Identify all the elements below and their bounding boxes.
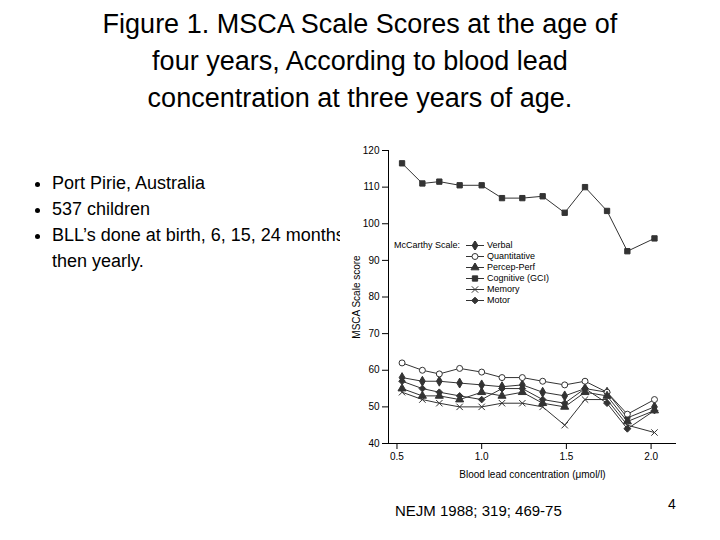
svg-text:40: 40 — [368, 438, 380, 449]
svg-text:70: 70 — [368, 328, 380, 339]
svg-text:0.5: 0.5 — [390, 451, 404, 462]
svg-text:60: 60 — [368, 364, 380, 375]
svg-text:1.0: 1.0 — [475, 451, 489, 462]
svg-text:120: 120 — [363, 145, 380, 156]
svg-text:90: 90 — [368, 255, 380, 266]
html-text:NEJM 1988; 319; 469-75: NEJM 1988; 319; 469-75 — [395, 502, 562, 519]
svg-text:100: 100 — [363, 218, 380, 229]
html-text:Port Pirie, Australia: Port Pirie, Australia — [52, 173, 206, 193]
html-text:Memory: Memory — [487, 284, 520, 294]
html-text:537 children: 537 children — [52, 199, 151, 219]
html-text:four years, According to blood: four years, According to blood lead — [152, 46, 568, 76]
svg-text:2.0: 2.0 — [644, 451, 658, 462]
html-text:concentration at three years o: concentration at three years of age. — [147, 83, 573, 113]
html-text:Figure 1. MSCA Scale Scores at: Figure 1. MSCA Scale Scores at the age o… — [102, 9, 618, 39]
svg-text:110: 110 — [364, 181, 380, 192]
html-text:BLL’s done at birth, 6, 15, 24: BLL’s done at birth, 6, 15, 24 months th… — [52, 225, 345, 271]
svg-text:80: 80 — [368, 291, 380, 302]
html-text:Cognitive (GCI): Cognitive (GCI) — [487, 273, 549, 283]
svg-text:Blood lead concentration (μmol: Blood lead concentration (μmol/l) — [459, 469, 605, 480]
html-text:McCarthy Scale:: McCarthy Scale: — [394, 240, 460, 250]
html-text:4: 4 — [668, 496, 676, 512]
html-text:Percep-Perf: Percep-Perf — [487, 262, 536, 272]
html-text:Motor: Motor — [487, 295, 510, 305]
html-text:Quantitative: Quantitative — [487, 251, 536, 261]
svg-text:MSCA Scale score: MSCA Scale score — [351, 255, 362, 339]
svg-text:50: 50 — [368, 401, 380, 412]
html-text:Verbal: Verbal — [487, 240, 513, 250]
svg-text:1.5: 1.5 — [559, 451, 573, 462]
